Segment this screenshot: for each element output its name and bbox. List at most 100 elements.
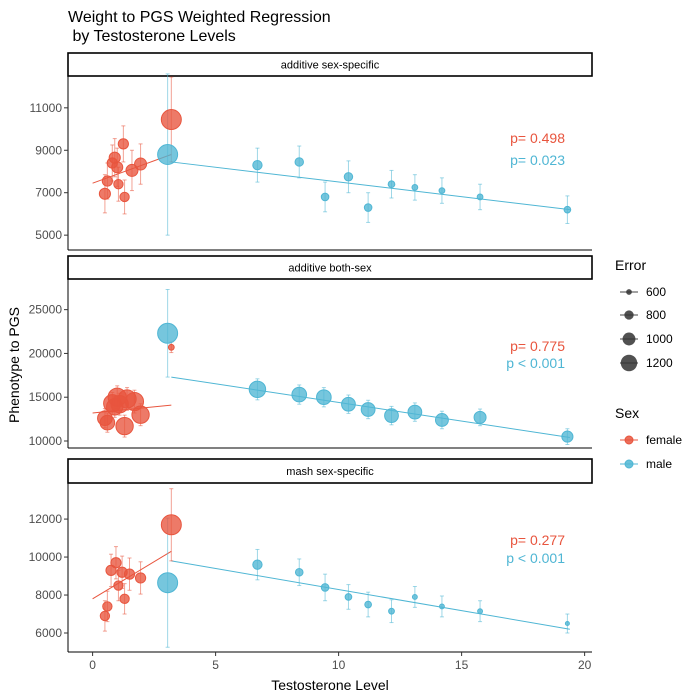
data-point-female	[125, 163, 139, 177]
panel-strip-label: additive both-sex	[288, 263, 372, 275]
panel-strip	[67, 458, 593, 484]
panel-strip-label: additive sex-specific	[281, 60, 380, 72]
data-point-female	[134, 572, 147, 584]
data-point-male	[476, 193, 484, 201]
data-point-male	[252, 159, 263, 171]
legend-error-key-dot	[624, 310, 634, 320]
panel-strip-label: mash sex-specific	[286, 466, 374, 478]
data-point-male	[407, 404, 423, 420]
legend-sex-label: male	[646, 457, 672, 471]
legend-sex-key-dot	[624, 435, 634, 445]
legend-error-key-dot	[622, 332, 636, 346]
data-point-male	[364, 600, 372, 609]
y-tick-label: 15000	[29, 390, 63, 404]
data-point-male	[434, 413, 449, 427]
data-point-male	[248, 380, 267, 399]
y-tick-label: 25000	[29, 303, 63, 317]
legend-sex-title: Sex	[615, 405, 639, 421]
fit-line-male	[171, 161, 570, 211]
data-point-female	[115, 416, 134, 436]
data-point-male	[411, 184, 419, 191]
data-point-male	[438, 603, 445, 610]
y-tick-label: 12000	[29, 512, 63, 526]
legend-error-title: Error	[615, 257, 646, 273]
x-axis: 0 5 10 15 20	[89, 652, 592, 672]
data-point-female	[113, 179, 124, 190]
legend-error-label: 800	[646, 308, 666, 322]
data-point-male	[294, 567, 304, 577]
data-point-male	[360, 402, 376, 417]
data-point-male	[320, 583, 330, 592]
data-point-male	[473, 410, 487, 424]
fit-line-male	[171, 560, 570, 630]
data-point-female	[102, 601, 113, 612]
x-tick-label: 20	[578, 658, 592, 672]
data-point-male	[561, 430, 574, 443]
data-point-male	[294, 157, 304, 167]
y-tick-label: 5000	[35, 228, 62, 242]
p-value-male: p < 0.001	[506, 355, 565, 371]
data-point-female	[101, 175, 113, 187]
y-tick-label: 7000	[35, 186, 62, 200]
data-point-male	[438, 187, 446, 194]
data-point-female	[119, 593, 130, 604]
data-point-male	[564, 621, 570, 627]
data-point-female	[99, 414, 116, 431]
chart-title-line-1: Weight to PGS Weighted Regression	[68, 9, 331, 26]
data-point-female	[160, 514, 182, 536]
legend-sex-key-dot	[624, 459, 634, 469]
x-tick-label: 5	[212, 658, 219, 672]
data-point-female	[131, 405, 150, 424]
data-point-female	[113, 580, 124, 591]
data-point-male	[563, 205, 572, 214]
legend-error-key-dot	[620, 354, 638, 372]
data-point-male	[157, 322, 179, 344]
legend-error-label: 1200	[646, 356, 673, 370]
panels-group: additive sex-specific 5000 7000 9000 11000 p=…	[29, 52, 593, 653]
x-tick-label: 15	[455, 658, 469, 672]
data-point-female	[111, 161, 124, 174]
y-tick-label: 8000	[35, 588, 62, 602]
data-point-male	[320, 192, 330, 202]
data-point-male	[343, 172, 354, 182]
y-tick-label: 11000	[30, 101, 63, 115]
data-point-male	[384, 408, 399, 423]
x-axis-title: Testosterone Level	[271, 677, 389, 693]
p-value-female: p= 0.775	[510, 338, 565, 354]
y-tick-label: 9000	[35, 143, 62, 157]
data-point-female	[110, 557, 122, 569]
data-point-female	[117, 138, 129, 150]
x-tick-label: 0	[89, 658, 96, 672]
legend-error-key-dot	[626, 289, 632, 295]
panel-3: mash sex-specific 6000 8000 10000 12000 p= 0.…	[29, 458, 593, 653]
data-point-male	[157, 144, 179, 166]
data-point-male	[316, 389, 332, 406]
data-point-male	[291, 386, 308, 403]
data-point-male	[252, 559, 263, 570]
data-point-female	[119, 191, 130, 203]
data-point-female	[160, 109, 182, 130]
p-value-female: p= 0.498	[510, 130, 565, 146]
data-point-male	[411, 593, 418, 600]
data-point-male	[341, 396, 356, 412]
data-point-male	[344, 593, 353, 601]
data-point-female	[98, 187, 111, 200]
chart-title-line-2: by Testosterone Levels	[68, 28, 236, 45]
data-point-male	[363, 203, 373, 212]
y-tick-label: 20000	[29, 346, 63, 360]
data-point-male	[387, 180, 396, 189]
panel-strip	[67, 255, 593, 280]
x-tick-label: 10	[332, 658, 346, 672]
legend-sex-label: female	[646, 433, 682, 447]
panel-2: additive both-sex 10000 15000 20000 25000 p= …	[29, 255, 593, 449]
y-tick-label: 10000	[29, 434, 63, 448]
y-tick-label: 10000	[29, 550, 63, 564]
data-point-female	[99, 610, 111, 622]
panel-1: additive sex-specific 5000 7000 9000 11000 p=…	[30, 52, 593, 251]
p-value-male: p= 0.023	[510, 152, 565, 168]
data-point-female	[167, 343, 175, 351]
p-value-male: p < 0.001	[506, 550, 565, 566]
legend-error-label: 1000	[646, 332, 673, 346]
